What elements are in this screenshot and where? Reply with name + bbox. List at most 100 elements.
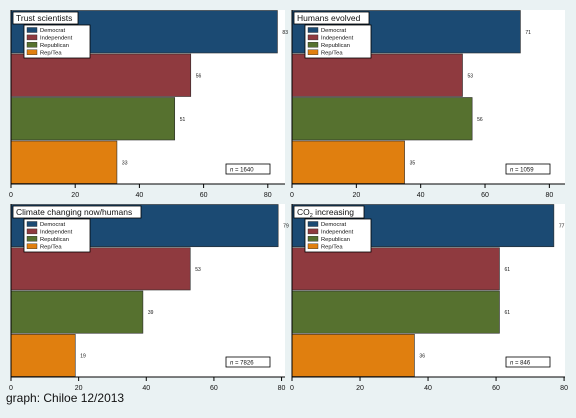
legend-swatch	[26, 228, 38, 235]
legend-label: Republican	[321, 237, 350, 243]
legend-label: Republican	[40, 43, 69, 49]
legend-swatch	[307, 49, 319, 55]
legend-label: Independent	[40, 230, 73, 236]
bar-republican	[291, 97, 473, 141]
bar-value-label: 33	[122, 160, 128, 166]
panel-title-box	[293, 205, 365, 219]
legend-swatch	[26, 243, 38, 249]
legend-swatch	[26, 27, 38, 33]
chart-panel-1: 83 56 51 33 0 20 40 60 80 Trust scientists Democra…	[9, 10, 288, 199]
bar-rep-tea	[10, 140, 118, 184]
n-label: n = 1059	[510, 167, 534, 173]
panel-title: Climate changing now/humans	[16, 207, 132, 217]
bar-value-label: 36	[419, 353, 425, 359]
legend-swatch	[307, 243, 319, 249]
n-label: n = 7826	[230, 360, 254, 366]
x-tick-label: 60	[492, 385, 500, 392]
bar-republican	[291, 290, 500, 334]
legend-swatch	[307, 34, 319, 41]
legend-label: Republican	[40, 237, 69, 243]
x-tick-label: 60	[481, 192, 489, 199]
bar-value-label: 39	[148, 310, 154, 316]
panel-title-box	[12, 205, 142, 219]
x-tick-label: 80	[264, 192, 272, 199]
n-box	[505, 163, 551, 175]
x-tick-label: 20	[352, 192, 360, 199]
n-box	[225, 356, 271, 368]
x-tick-label: 40	[417, 192, 425, 199]
legend-label: Independent	[321, 230, 354, 236]
x-tick-label: 80	[560, 385, 568, 392]
x-tick-label: 0	[9, 192, 13, 199]
bar-value-label: 71	[525, 30, 531, 36]
legend-label: Republican	[321, 43, 350, 49]
legend-label: Democrat	[40, 28, 66, 34]
panel-title-box	[293, 11, 370, 25]
x-tick-label: 0	[290, 385, 294, 392]
x-tick-label: 20	[356, 385, 364, 392]
bar-value-label: 61	[504, 267, 510, 273]
bar-value-label: 19	[80, 353, 86, 359]
panel-title: CO2 increasing	[297, 207, 354, 219]
legend-label: Democrat	[321, 28, 347, 34]
bar-value-label: 51	[180, 117, 186, 123]
bar-value-label: 79	[283, 224, 289, 230]
x-tick-label: 40	[424, 385, 432, 392]
n-box	[505, 356, 551, 368]
panel-title-box	[12, 11, 79, 25]
legend-label: Independent	[40, 36, 73, 42]
x-tick-label: 80	[278, 385, 286, 392]
panel-title: Trust scientists	[16, 13, 72, 23]
x-tick-label: 60	[200, 192, 208, 199]
chart-panel-2: 71 53 56 35 0 20 40 60 80 Humans evolved Democrat I…	[290, 10, 565, 199]
legend-swatch	[26, 221, 38, 227]
legend-swatch	[307, 42, 319, 48]
x-tick-label: 20	[71, 192, 79, 199]
legend-label: Rep/Tea	[40, 50, 62, 56]
x-tick-label: 20	[75, 385, 83, 392]
caption: graph: Chiloe 12/2013	[6, 391, 125, 405]
bar-independent	[291, 53, 463, 97]
n-box	[225, 163, 271, 175]
legend-swatch	[307, 27, 319, 33]
chart-panel-3: 79 53 39 19 0 20 40 60 80 Climate changing now/hu…	[9, 204, 289, 392]
bar-value-label: 56	[477, 117, 483, 123]
bar-independent	[10, 53, 192, 97]
legend-swatch	[307, 221, 319, 227]
legend-swatch	[307, 236, 319, 242]
bar-value-label: 53	[195, 267, 201, 273]
bar-value-label: 61	[504, 310, 510, 316]
legend-swatch	[26, 236, 38, 242]
legend-label: Rep/Tea	[321, 244, 343, 250]
bar-rep-tea	[291, 140, 405, 184]
bar-independent	[10, 247, 191, 291]
bar-value-label: 77	[559, 224, 565, 230]
bar-value-label: 56	[196, 73, 202, 79]
legend-label: Rep/Tea	[40, 244, 62, 250]
x-tick-label: 0	[290, 192, 294, 199]
legend-label: Independent	[321, 36, 354, 42]
panel-title: Humans evolved	[297, 13, 361, 23]
bar-value-label: 83	[282, 30, 288, 36]
bar-republican	[10, 97, 176, 141]
x-tick-label: 40	[142, 385, 150, 392]
legend-label: Rep/Tea	[321, 50, 343, 56]
bar-republican	[10, 290, 144, 334]
legend-swatch	[307, 228, 319, 235]
legend-label: Democrat	[40, 222, 66, 228]
n-label: n = 1640	[230, 167, 254, 173]
legend-swatch	[26, 49, 38, 55]
legend-swatch	[26, 42, 38, 48]
chart-panel-4: 77 61 61 36 0 20 40 60 80 CO2 increasing Democrat I…	[290, 204, 568, 392]
n-label: n = 846	[510, 360, 531, 366]
x-tick-label: 80	[545, 192, 553, 199]
bar-value-label: 53	[468, 73, 474, 79]
x-tick-label: 40	[136, 192, 144, 199]
legend-swatch	[26, 34, 38, 41]
legend-label: Democrat	[321, 222, 347, 228]
bar-rep-tea	[291, 333, 415, 377]
bar-independent	[291, 247, 500, 291]
x-tick-label: 0	[9, 385, 13, 392]
x-tick-label: 60	[210, 385, 218, 392]
